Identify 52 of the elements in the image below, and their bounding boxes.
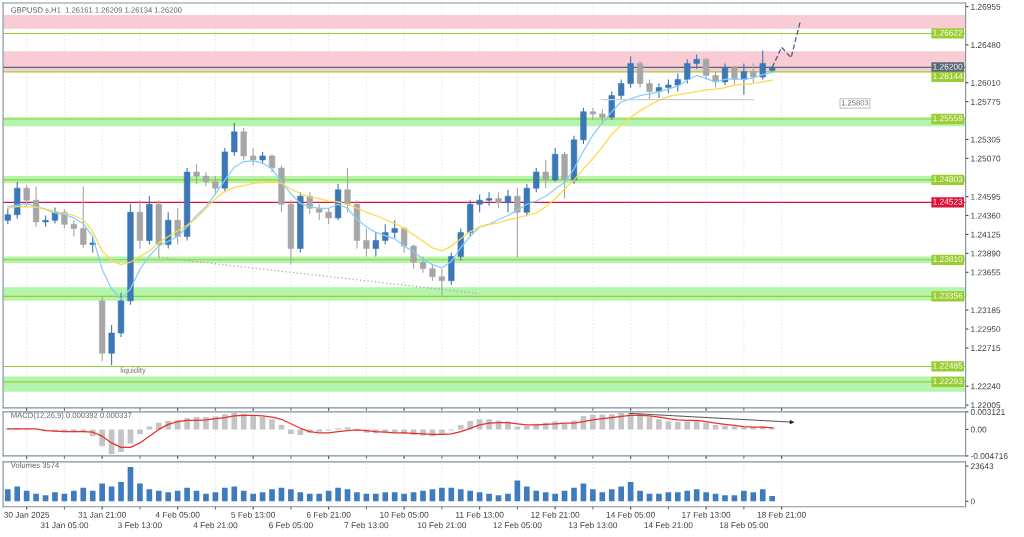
- y-tick-label: 1.22240: [971, 383, 1001, 390]
- x-tick-label: 31 Jan 21:00: [78, 511, 126, 518]
- y-tick-label: 0.003121: [970, 409, 1005, 415]
- x-tick-label: 3 Feb 13:00: [117, 522, 162, 529]
- x-tick-label: 18 Feb 05:00: [719, 522, 769, 529]
- y-tick-label: 1.26010: [971, 79, 1001, 86]
- x-tick-label: 5 Feb 13:00: [231, 511, 276, 518]
- x-tick-label: 14 Feb 05:00: [606, 511, 655, 518]
- x-tick-label: 30 Jan 2025: [4, 511, 50, 518]
- y-tick-label: 1.24360: [971, 212, 1001, 219]
- x-tick-label: 7 Feb 13:00: [344, 522, 389, 529]
- x-tick-label: 12 Feb 21:00: [531, 511, 580, 518]
- x-tick-label: 12 Feb 05:00: [493, 522, 542, 529]
- y-tick-label: 1.25775: [971, 98, 1001, 105]
- x-tick-label: 17 Feb 13:00: [682, 511, 731, 518]
- y-tick-label: 1.26480: [971, 42, 1001, 48]
- ref-line-label: 1.23810: [933, 256, 963, 263]
- y-tick-label: 0.00: [970, 426, 987, 433]
- ref-line-label: 1.24523: [933, 198, 963, 205]
- y-tick-label: 0: [970, 498, 975, 505]
- x-tick-label: 14 Feb 21:00: [644, 522, 693, 529]
- y-tick-label: 1.25305: [971, 136, 1001, 143]
- x-tick-label: 11 Feb 13:00: [456, 511, 504, 518]
- y-tick-label: 1.24595: [971, 193, 1001, 200]
- x-tick-label: 13 Feb 13:00: [568, 522, 618, 529]
- x-tick-label: 6 Feb 21:00: [306, 511, 351, 518]
- y-tick-label: 1.25070: [971, 155, 1001, 162]
- y-tick-label: 1.23185: [971, 307, 1001, 314]
- x-tick-label: 4 Feb 05:00: [155, 511, 200, 518]
- x-tick-label: 10 Feb 05:00: [380, 511, 429, 518]
- x-tick-label: 4 Feb 21:00: [193, 522, 238, 529]
- x-tick-label: 18 Feb 21:00: [757, 511, 806, 518]
- ref-line-label: 1.26200: [933, 63, 963, 70]
- ref-line-label: 1.24803: [933, 176, 963, 183]
- x-tick-label: 10 Feb 21:00: [417, 522, 467, 529]
- y-tick-label: 1.24125: [971, 231, 1001, 238]
- y-tick-label: 1.22005: [971, 402, 1001, 409]
- y-tick-label: 1.23890: [971, 250, 1001, 257]
- ref-line-label: 1.26144: [933, 73, 963, 80]
- y-tick-label: 1.23655: [971, 269, 1001, 276]
- ref-line-label: 1.26622: [933, 29, 963, 36]
- ref-line-label: 1.25559: [933, 115, 963, 122]
- y-tick-label: -0.004716: [970, 453, 1008, 460]
- ref-line-label: 1.22485: [933, 362, 963, 369]
- y-tick-label: 1.22950: [971, 326, 1001, 333]
- x-tick-label: 31 Jan 05:00: [40, 522, 89, 529]
- y-tick-label: 1.26955: [971, 3, 1001, 10]
- x-tick-label: 6 Feb 05:00: [269, 522, 313, 529]
- y-tick-label: 23643: [970, 463, 994, 470]
- ref-line-label: 1.22293: [933, 378, 963, 385]
- y-tick-label: 1.22715: [971, 345, 1001, 352]
- ref-line-label: 1.23356: [933, 292, 963, 299]
